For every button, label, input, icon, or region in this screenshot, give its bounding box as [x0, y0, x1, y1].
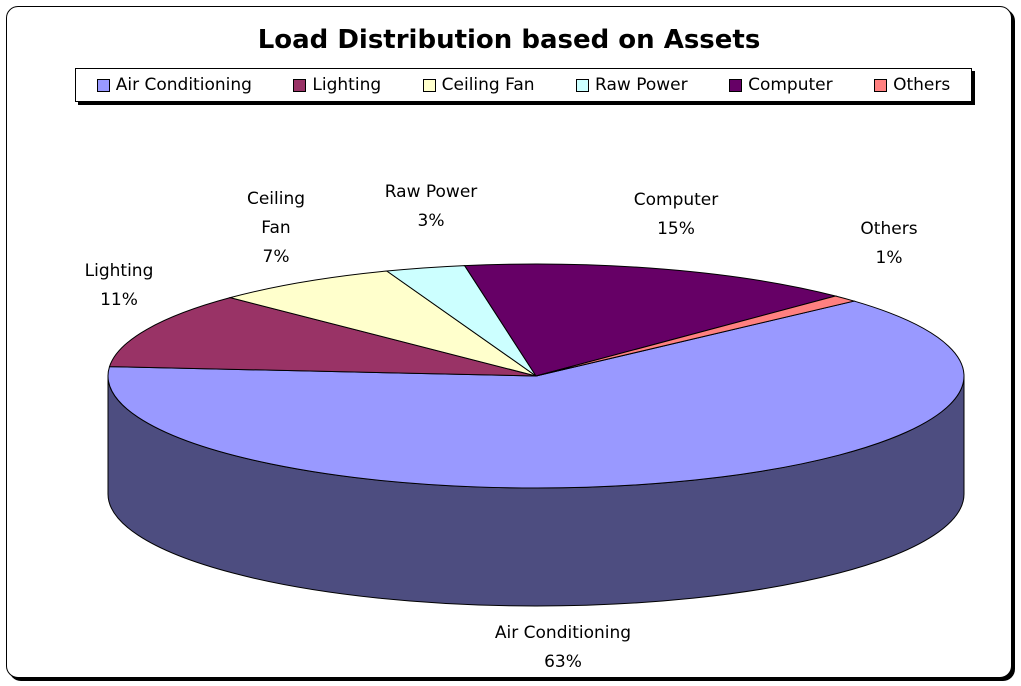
legend-label: Air Conditioning: [115, 75, 252, 95]
data-label: Lighting 11%: [85, 257, 154, 315]
legend-item: Computer: [729, 75, 833, 95]
legend-swatch: [96, 78, 110, 92]
legend-label: Computer: [748, 75, 833, 95]
data-label-value: 15%: [657, 219, 695, 239]
legend-label: Others: [893, 75, 951, 95]
data-label-name: Raw Power: [384, 182, 478, 202]
legend-swatch: [729, 78, 743, 92]
legend-item: Raw Power: [576, 75, 688, 95]
legend-item: Lighting: [293, 75, 381, 95]
slice: [107, 300, 965, 489]
chart-title: Load Distribution based on Assets: [257, 25, 761, 55]
data-label-value: 63%: [544, 652, 582, 672]
data-label: Ceiling Fan 7%: [241, 185, 311, 272]
data-label-value: 11%: [100, 290, 138, 310]
slice: [108, 297, 537, 377]
data-label-name: Computer: [633, 190, 719, 210]
legend: Air Conditioning Lighting Ceiling Fan Raw P…: [75, 68, 972, 102]
data-label-name: Others: [860, 219, 918, 239]
data-label-name: Air Conditioning: [494, 623, 632, 643]
legend-swatch: [293, 78, 307, 92]
legend-label: Ceiling Fan: [441, 75, 535, 95]
data-label-value: 7%: [262, 247, 290, 267]
legend-item: Ceiling Fan: [422, 75, 535, 95]
legend-item: Others: [874, 75, 950, 95]
data-label: Raw Power 3%: [385, 178, 478, 236]
chart-frame: Load Distribution based on Assets Air Co…: [6, 6, 1012, 678]
slice: [535, 295, 857, 377]
legend-item: Air Conditioning: [96, 75, 252, 95]
data-label-value: 3%: [417, 211, 445, 231]
legend-label: Lighting: [312, 75, 382, 95]
legend-swatch: [874, 78, 888, 92]
data-label: Others 1%: [860, 215, 917, 273]
slice: [463, 263, 838, 377]
slice: [228, 270, 537, 377]
pie-plot: [107, 263, 965, 607]
data-label: Air Conditioning 63%: [495, 619, 631, 677]
data-label: Computer 15%: [634, 186, 719, 244]
legend-swatch: [576, 78, 590, 92]
legend-swatch: [422, 78, 436, 92]
data-label-value: 1%: [875, 248, 903, 268]
legend-label: Raw Power: [595, 75, 688, 95]
data-label-name: Lighting: [84, 261, 154, 281]
data-label-name: Ceiling Fan: [246, 189, 306, 238]
